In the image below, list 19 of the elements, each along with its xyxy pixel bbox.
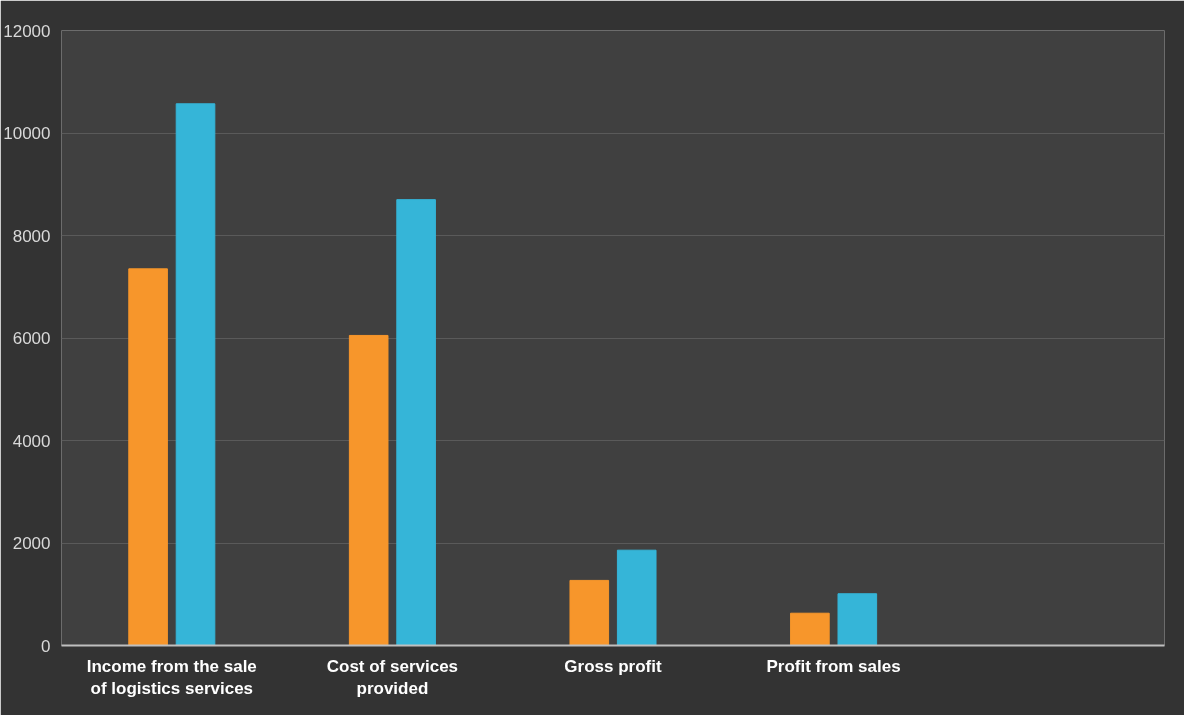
bar bbox=[569, 579, 610, 646]
bar bbox=[128, 268, 168, 646]
bar bbox=[175, 103, 216, 646]
y-tick-label: 0 bbox=[41, 636, 51, 656]
y-tick-label: 8000 bbox=[12, 226, 51, 246]
bar bbox=[616, 549, 657, 646]
x-tick-label: Income from the sale of logistics services bbox=[86, 656, 257, 699]
y-tick-label: 2000 bbox=[12, 534, 51, 553]
bar bbox=[396, 199, 436, 646]
y-tick-label: 4000 bbox=[12, 431, 51, 451]
x-tick-label: Profit from sales bbox=[766, 656, 901, 676]
x-tick-label: Gross profit bbox=[564, 656, 662, 676]
y-tick-label: 10000 bbox=[3, 124, 51, 143]
y-tick-label: 6000 bbox=[12, 329, 51, 348]
x-tick-label: Cost of services provided bbox=[326, 656, 459, 699]
y-tick-label: 12000 bbox=[3, 21, 51, 41]
bar bbox=[790, 612, 830, 646]
bar bbox=[837, 593, 878, 646]
bar bbox=[348, 334, 389, 646]
